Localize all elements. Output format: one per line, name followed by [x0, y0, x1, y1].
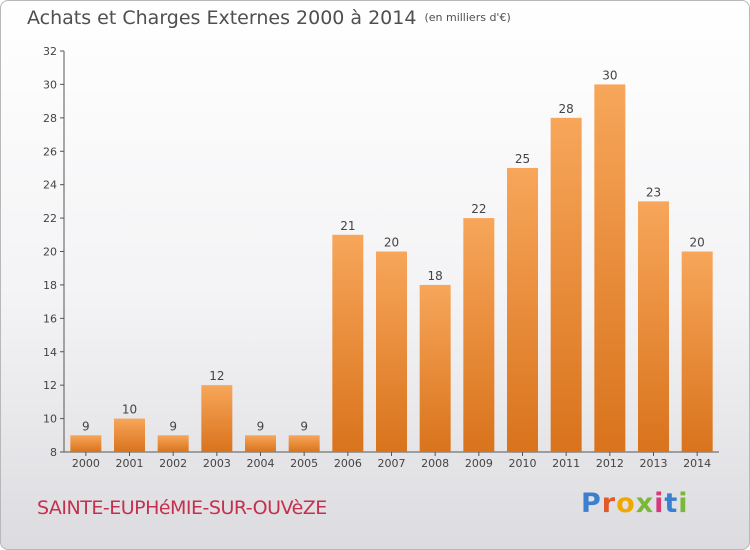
- bar-2005: [288, 435, 320, 452]
- chart-title-text: Achats et Charges Externes 2000 à 2014: [27, 7, 417, 29]
- y-tick-label: 14: [43, 346, 57, 359]
- bar-2003: [201, 385, 233, 452]
- bar-value-label: 10: [122, 403, 137, 417]
- logo-letter: o: [616, 488, 636, 519]
- logo-letter: P: [581, 488, 602, 519]
- logo-letter: i: [654, 488, 665, 519]
- logo-letter: r: [601, 488, 617, 519]
- bar-value-label: 9: [257, 419, 265, 433]
- chart-unit: (en milliers d'€): [424, 11, 511, 24]
- y-tick-label: 16: [43, 312, 57, 325]
- bars: 9 10 9 12 9 9 21 20 18 22 25 28 30 23 20: [70, 68, 713, 453]
- bar-2011: [550, 117, 582, 452]
- x-tick-label: 2004: [247, 457, 275, 470]
- y-tick-label: 24: [43, 179, 57, 192]
- x-tick-label: 2014: [683, 457, 711, 470]
- x-tick-label: 2007: [378, 457, 406, 470]
- x-tick-label: 2002: [159, 457, 187, 470]
- bar-2001: [114, 418, 145, 452]
- y-tick-label: 20: [43, 246, 57, 259]
- y-tick-label: 8: [50, 446, 57, 459]
- y-tick-label: 22: [43, 212, 57, 225]
- bar-value-label: 18: [428, 269, 443, 283]
- bar-2012: [594, 84, 626, 453]
- y-tick-label: 30: [43, 78, 57, 91]
- logo-letter: x: [635, 488, 655, 519]
- x-tick-label: 2001: [116, 457, 144, 470]
- x-tick-label: 2010: [509, 457, 537, 470]
- y-tick-label: 18: [43, 279, 57, 292]
- x-tick-label: 2003: [203, 457, 231, 470]
- y-tick-label: 26: [43, 145, 57, 158]
- y-tick-label: 28: [43, 112, 57, 125]
- bar-2009: [463, 218, 495, 452]
- x-tick-label: 2005: [290, 457, 318, 470]
- y-ticks: 8 10 12 14 16 18 20 22 24 26 28 30 32: [43, 45, 64, 459]
- bar-2004: [245, 435, 276, 452]
- bar-value-label: 30: [602, 68, 617, 82]
- bar-value-label: 20: [690, 236, 705, 250]
- x-tick-label: 2009: [465, 457, 493, 470]
- bar-2014: [681, 251, 713, 452]
- bar-2008: [419, 284, 451, 452]
- bar-value-label: 22: [471, 202, 486, 216]
- x-tick-label: 2008: [421, 457, 449, 470]
- bar-value-label: 28: [559, 102, 574, 116]
- bar-2006: [332, 234, 364, 452]
- bar-value-label: 25: [515, 152, 530, 166]
- x-tick-label: 2006: [334, 457, 362, 470]
- y-tick-label: 32: [43, 45, 57, 58]
- bar-value-label: 23: [646, 185, 661, 199]
- bar-value-label: 12: [209, 369, 224, 383]
- x-tick-label: 2011: [552, 457, 580, 470]
- bar-2013: [638, 201, 669, 452]
- x-tick-label: 2000: [72, 457, 100, 470]
- bar-value-label: 9: [300, 419, 308, 433]
- y-tick-label: 12: [43, 379, 57, 392]
- x-tick-label: 2013: [640, 457, 668, 470]
- logo-letter: t: [664, 488, 679, 519]
- commune-name: SAINTE-EUPHéMIE-SUR-OUVèZE: [37, 497, 327, 519]
- chart-title: Achats et Charges Externes 2000 à 2014 (e…: [27, 7, 511, 29]
- x-ticks: 2000 2001 2002 2003 2004 2005 2006 2007 2008 2009…: [72, 452, 711, 470]
- y-tick-label: 10: [43, 413, 57, 426]
- bar-value-label: 9: [82, 419, 90, 433]
- bar-2010: [507, 167, 538, 453]
- bar-value-label: 20: [384, 236, 399, 250]
- bar-2002: [157, 435, 189, 452]
- bar-value-label: 21: [340, 219, 355, 233]
- proxiti-logo[interactable]: Proxiti: [581, 488, 689, 519]
- bar-2000: [70, 435, 102, 452]
- logo-letter: i: [678, 488, 689, 519]
- x-tick-label: 2012: [596, 457, 624, 470]
- bar-2007: [376, 251, 407, 452]
- bar-value-label: 9: [169, 419, 177, 433]
